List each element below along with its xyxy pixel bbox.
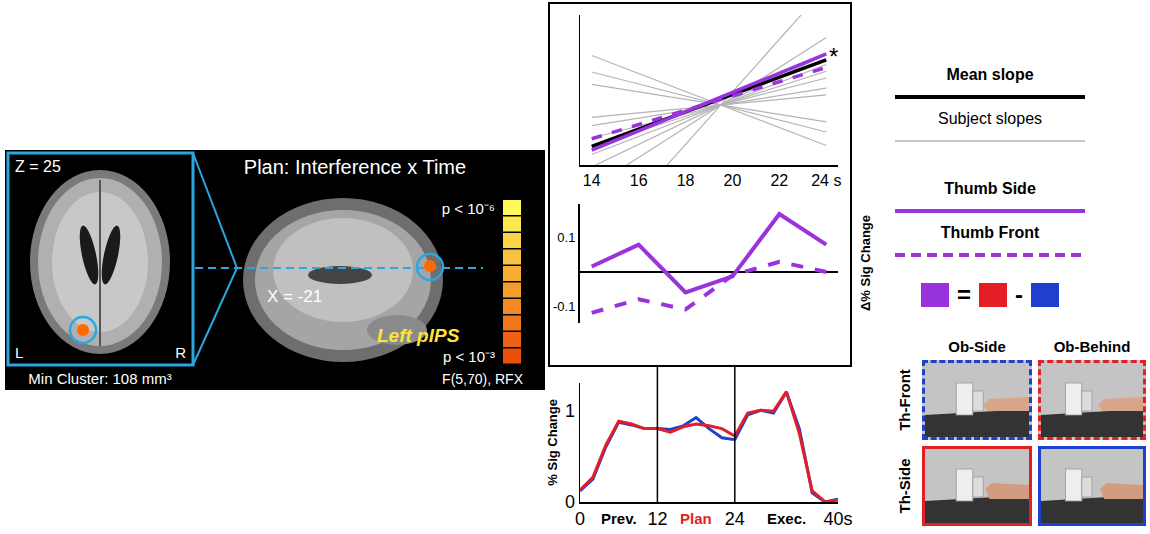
svg-text:Min Cluster: 108 mm³: Min Cluster: 108 mm³ (28, 370, 171, 387)
svg-text:Prev.: Prev. (601, 510, 637, 527)
html-text:Ob-Side: Ob-Side (948, 338, 1006, 355)
svg-text:X = -21: X = -21 (267, 287, 322, 306)
svg-text:% Sig Change: % Sig Change (545, 399, 560, 486)
svg-text:0: 0 (575, 509, 585, 529)
svg-text:R: R (175, 344, 186, 361)
html-text:Th-Front: Th-Front (896, 369, 913, 431)
svg-text:40s: 40s (823, 509, 852, 529)
svg-text:20: 20 (724, 172, 742, 189)
svg-text:12: 12 (647, 509, 667, 529)
svg-text:1: 1 (565, 401, 575, 421)
svg-text:F(5,70), RFX: F(5,70), RFX (442, 371, 524, 387)
svg-text:L: L (15, 344, 23, 361)
svg-text:Δ% Sig Change: Δ% Sig Change (858, 215, 873, 311)
html-text:Mean slope: Mean slope (946, 66, 1034, 83)
svg-text:0.1: 0.1 (557, 230, 575, 245)
html-text:Subject slopes: Subject slopes (938, 110, 1042, 127)
svg-text:0: 0 (565, 492, 575, 512)
svg-text:18: 18 (677, 172, 695, 189)
html-text:Ob-Behind: Ob-Behind (1053, 338, 1131, 355)
html-text:Thumb Side: Thumb Side (944, 180, 1036, 197)
html-text:Thumb Front: Thumb Front (940, 224, 1040, 241)
svg-text:-0.1: -0.1 (553, 299, 575, 314)
svg-text:Left pIPS: Left pIPS (377, 325, 460, 346)
svg-text:Z = 25: Z = 25 (15, 158, 61, 175)
svg-text:*: * (829, 43, 838, 70)
svg-text:Exec.: Exec. (767, 510, 806, 527)
svg-text:Plan: Interference x Time: Plan: Interference x Time (244, 156, 466, 178)
svg-text:14: 14 (583, 172, 601, 189)
svg-text:24 s: 24 s (811, 172, 841, 189)
svg-text:Plan: Plan (680, 510, 712, 527)
svg-text:p < 10⁻⁶: p < 10⁻⁶ (442, 200, 495, 217)
svg-text:24: 24 (725, 509, 745, 529)
svg-text:16: 16 (630, 172, 648, 189)
svg-text:p < 10⁻³: p < 10⁻³ (443, 348, 495, 365)
html-text:Th-Side: Th-Side (896, 458, 913, 514)
svg-text:22: 22 (770, 172, 788, 189)
